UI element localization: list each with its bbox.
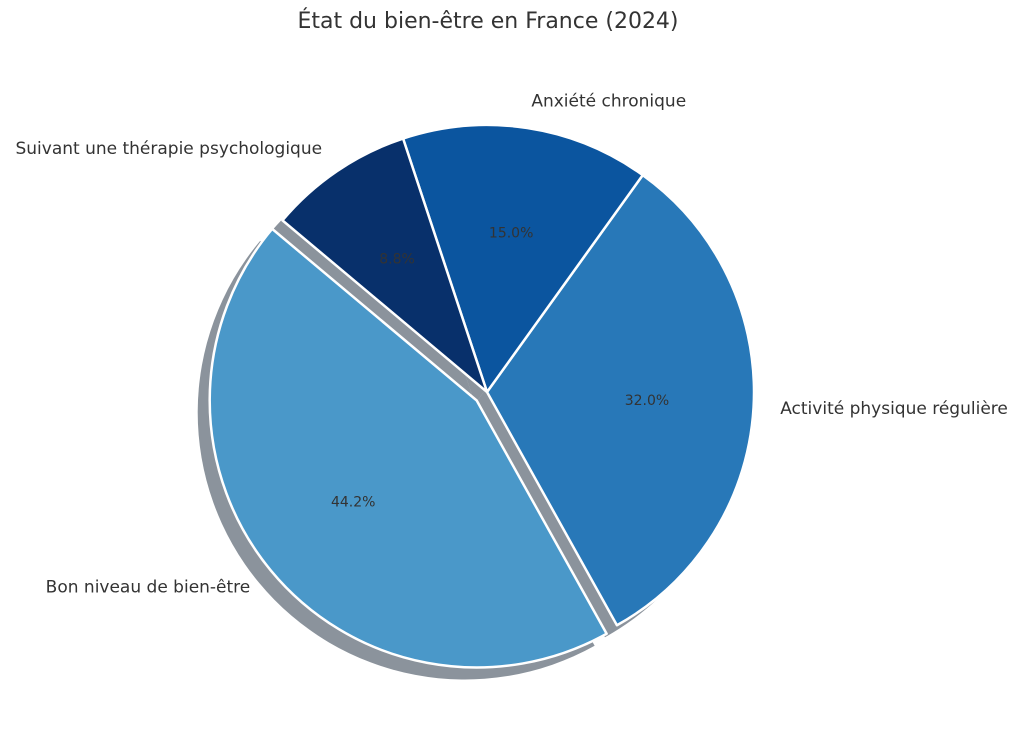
percent-label: 8.8% [379,251,415,267]
chart-title: État du bien-être en France (2024) [297,8,678,34]
slice-label: Bon niveau de bien-être [46,578,251,598]
slice-label: Activité physique régulière [780,399,1008,419]
slice-label: Suivant une thérapie psychologique [15,139,322,159]
wedge [485,173,756,627]
wedge [208,227,608,669]
percent-label: 15.0% [489,226,533,242]
slice-label: Anxiété chronique [531,92,686,112]
wedge [281,137,489,394]
wedge [401,123,644,394]
percent-label: 44.2% [331,495,375,511]
percent-label: 32.0% [625,393,669,409]
